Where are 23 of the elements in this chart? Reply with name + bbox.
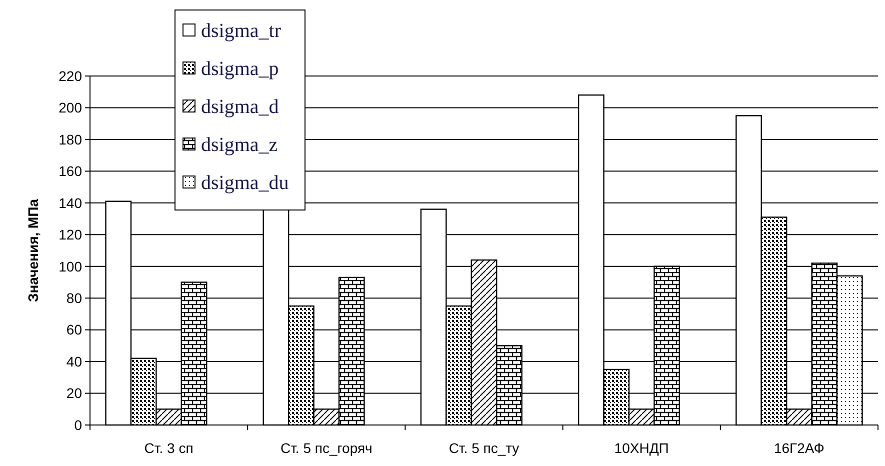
y-tick-label: 100 — [58, 258, 82, 274]
x-tick-label: Ст. 5 пс_горяч — [280, 440, 372, 456]
x-tick-label: 10ХНДП — [614, 440, 669, 456]
y-tick-label: 160 — [58, 163, 82, 180]
x-tick-label: Ст. 5 пс_ту — [448, 440, 520, 456]
y-tick-label: 60 — [66, 322, 82, 338]
y-tick-label: 140 — [58, 194, 82, 211]
legend-label: dsigma_du — [201, 172, 289, 194]
y-tick-label: 80 — [66, 290, 82, 306]
y-tick-label: 40 — [66, 353, 82, 370]
y-tick-label: 200 — [58, 100, 82, 116]
y-tick-label: 180 — [58, 131, 82, 148]
y-tick-label: 120 — [58, 226, 82, 243]
x-tick-label: Ст. 3 сп — [144, 440, 194, 456]
y-tick-label: 220 — [58, 68, 82, 84]
y-tick-label: 20 — [66, 385, 82, 402]
y-tick-label: 0 — [74, 416, 82, 433]
y-axis-title: Значения, МПа — [25, 198, 41, 302]
x-tick-label: 16Г2АФ — [774, 440, 824, 456]
legend-label: dsigma_p — [201, 58, 279, 80]
legend-label: dsigma_d — [201, 96, 279, 118]
legend-label: dsigma_z — [201, 134, 278, 156]
legend-label: dsigma_tr — [201, 20, 282, 42]
